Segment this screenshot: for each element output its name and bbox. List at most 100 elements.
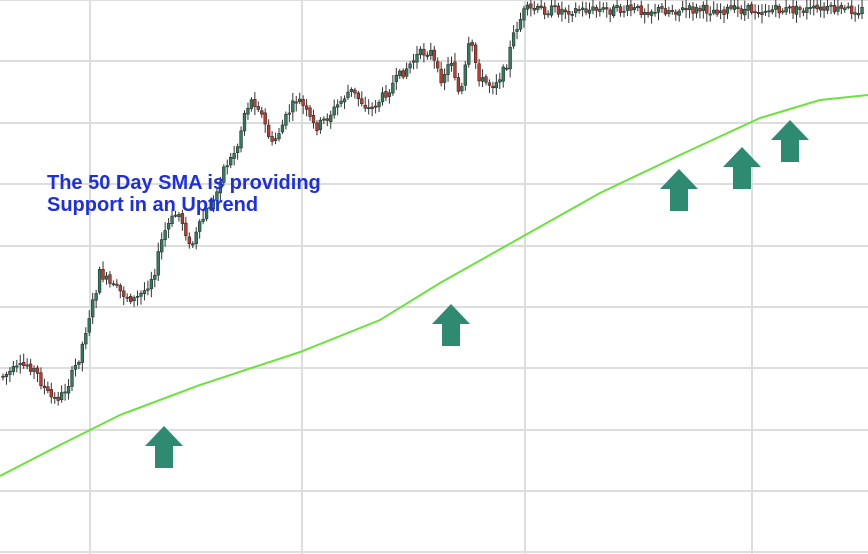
candle-body-up [153,275,157,280]
candle-body-up [429,50,433,56]
candle-body-up [77,362,81,365]
sma-50-line-group [0,94,868,477]
candle-body-down [49,389,53,398]
candle-body-up [819,6,823,11]
candle [484,74,488,86]
candle [850,0,854,20]
candle-body-down [801,10,806,13]
candle-body-down [529,3,533,9]
candle-body-up [394,74,398,83]
candle [446,56,450,82]
candle-body-up [218,181,222,194]
candle [232,145,236,166]
candle-body-up [239,130,243,149]
candle [418,46,423,60]
candle [584,1,588,16]
candle-body-down [422,48,426,56]
candle-body-up [843,7,847,11]
candle [318,117,323,134]
candle [432,45,436,69]
candle [539,0,543,10]
candle-body-up [615,4,619,8]
candle [594,4,599,18]
candle-body-down [436,61,440,69]
candle [70,365,74,391]
candle-body-down [532,8,536,11]
candle-body-down [660,6,664,9]
candle-body-down [184,222,188,237]
candle [367,99,371,115]
candle-body-down [46,386,50,392]
candle [35,365,40,382]
candle [750,1,754,15]
candle [387,89,392,104]
candle-body-up [377,102,381,108]
candle-body-up [580,7,585,10]
candle [839,2,844,15]
candle-body-up [70,369,74,387]
candle [511,25,516,49]
candle [722,6,726,23]
candle [267,119,271,139]
candle [480,69,485,88]
candle-body-up [860,6,864,14]
candle [777,3,781,19]
candle [260,106,264,118]
candle-body-up [191,243,195,246]
candle-body-up [574,8,578,14]
candle [173,210,178,218]
candle [215,188,219,207]
candle [222,164,226,186]
candle-body-up [770,9,775,13]
candle [563,7,568,20]
candle-body-up [53,397,57,399]
candle [653,3,657,17]
candle-body-up [560,8,564,15]
candle [843,5,847,13]
candle [336,99,340,116]
candle-body-up [15,365,19,368]
candle-body-down [353,89,357,94]
candle-body-up [94,293,98,301]
candle [774,0,778,18]
candle-body-down [798,7,802,10]
candle [8,367,12,382]
candle-body-down [108,274,112,284]
candle [529,0,533,17]
candle-body-down [618,6,623,13]
candle-body-down [608,9,612,15]
candle-body-up [518,19,523,30]
candle [277,128,281,142]
candle [656,4,661,21]
candle-body-up [229,156,233,166]
candle-body-up [194,231,198,245]
candle [567,4,571,24]
candle [125,293,129,303]
candle [229,152,233,169]
candle-body-up [225,165,229,168]
candle [860,0,864,20]
candle-body-up [11,366,15,372]
candle-body-down [439,68,443,84]
candle-body-up [643,12,647,15]
support-arrow [145,426,183,468]
candle [832,0,837,15]
candle-body-down [839,5,844,9]
candle [111,280,116,287]
candle [332,99,336,119]
candle [746,3,750,19]
candle [729,0,733,11]
candle [256,101,260,113]
candle-body-up [4,373,9,377]
candle [101,261,105,283]
candle [453,52,457,81]
candle [56,391,60,406]
candle [208,199,212,211]
candle [508,40,512,78]
candle-body-down [605,7,609,10]
candle [580,1,585,17]
candle-body-up [760,12,764,15]
candle [715,3,719,17]
